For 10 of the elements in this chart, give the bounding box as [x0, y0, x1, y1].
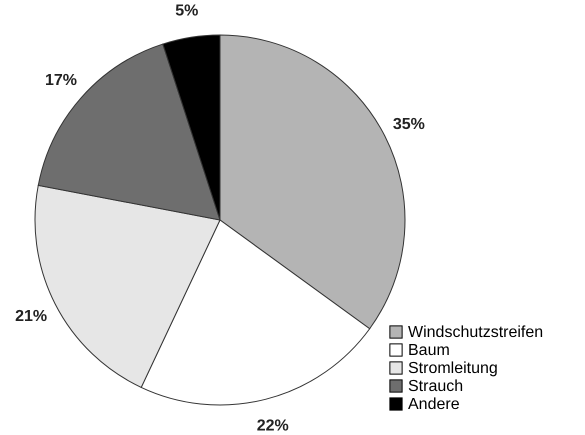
data-label: 5%: [175, 2, 198, 20]
slice-label: Baum: [408, 342, 450, 359]
data-label: 17%: [44, 72, 77, 89]
legend-label: Windschutzstreifen: [408, 324, 544, 341]
data-label: 35%: [392, 116, 425, 133]
legend-label: Strauch: [408, 378, 464, 395]
legend-label: Stromleitung: [408, 360, 498, 377]
legend-label: Andere: [408, 396, 460, 413]
data-label: 21%: [15, 308, 48, 326]
data-label: 22%: [256, 417, 289, 434]
